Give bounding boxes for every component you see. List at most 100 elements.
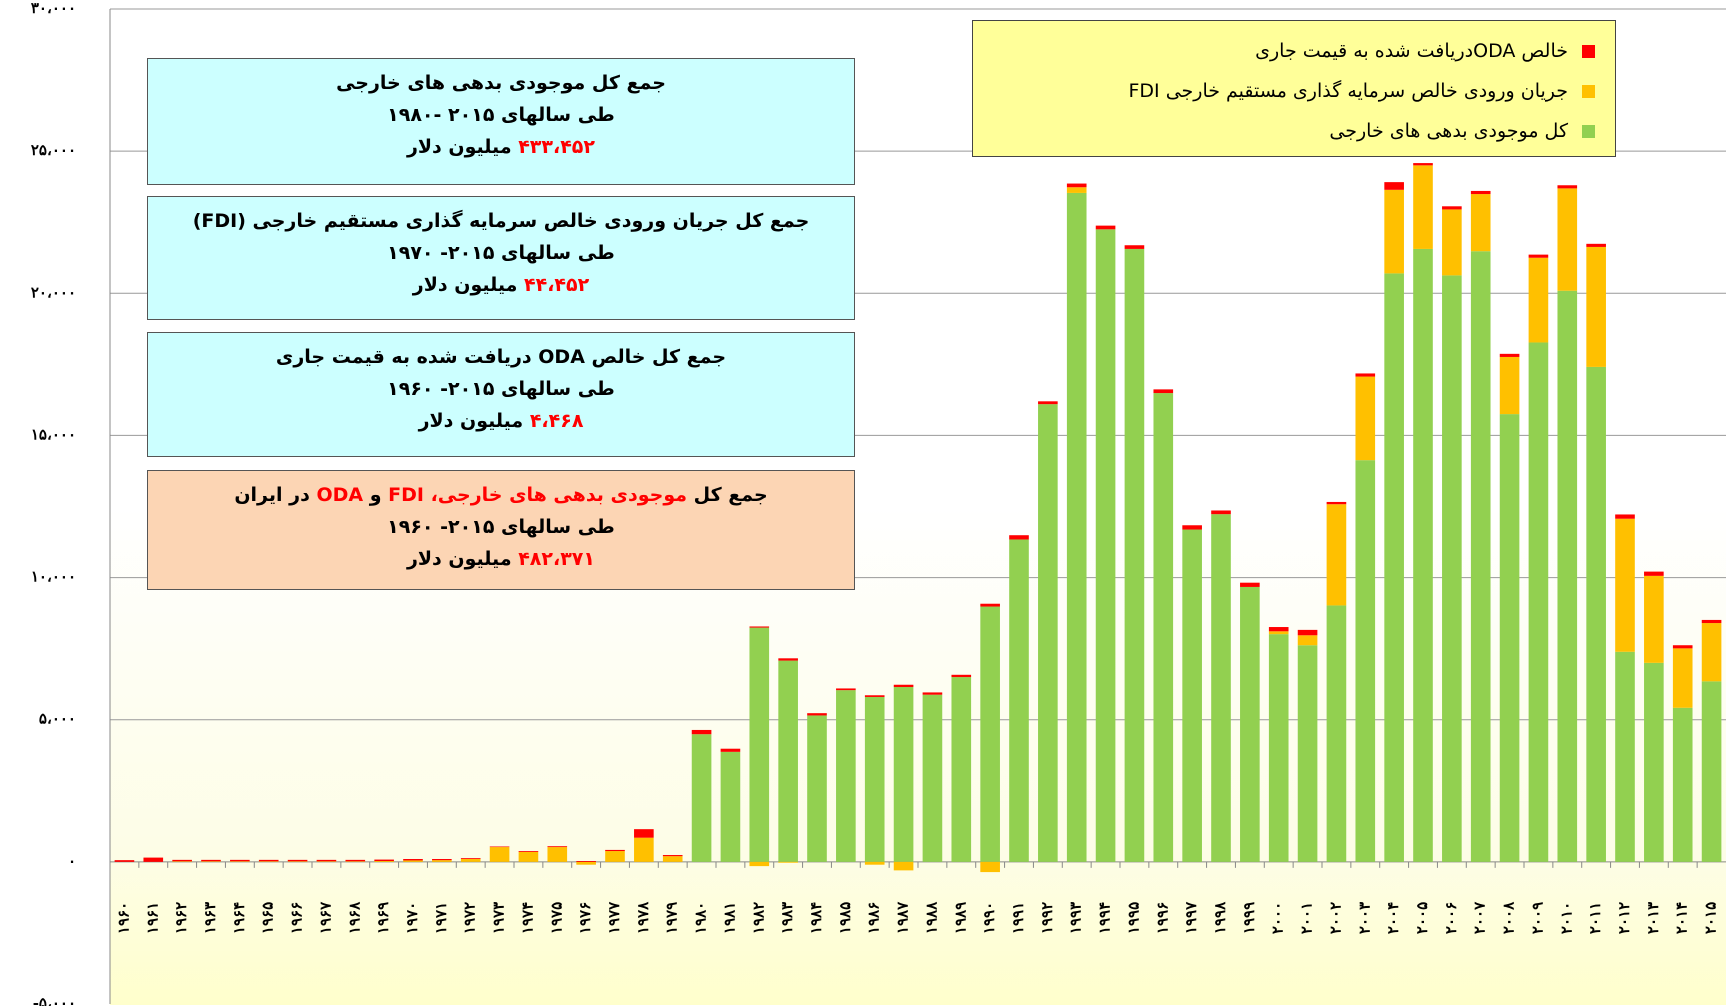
bar-segment <box>1355 373 1376 377</box>
bar-segment <box>287 859 308 862</box>
bar-segment <box>172 859 192 862</box>
bar-segment <box>749 627 770 862</box>
bar-segment <box>836 690 856 862</box>
bar-segment <box>432 860 452 862</box>
bar-segment <box>720 748 741 752</box>
bar-segment <box>1442 206 1462 210</box>
bar-segment <box>1384 182 1404 190</box>
x-tick-label: ۲۰۱۱ <box>1586 902 1604 934</box>
x-tick-label: ۱۹۶۷ <box>316 901 334 934</box>
bar-segment <box>1586 243 1606 247</box>
text-line: جمع کل موجودی بدهی های خارجی، FDI و ODA … <box>148 479 854 511</box>
bar-segment <box>1644 662 1664 862</box>
x-tick-label: ۱۹۷۰ <box>403 902 421 934</box>
bar-segment <box>1095 225 1116 230</box>
x-tick-label: ۱۹۸۹ <box>951 902 969 934</box>
bar-segment <box>1355 376 1376 461</box>
bar-segment <box>662 855 683 857</box>
x-tick-label: ۱۹۹۶ <box>1153 902 1171 934</box>
x-tick-label: ۱۹۶۱ <box>143 902 161 934</box>
bar-segment <box>1528 342 1549 862</box>
bar-segment <box>1268 627 1289 632</box>
bar-segment <box>605 851 625 862</box>
x-tick-label: ۱۹۷۲ <box>461 902 479 934</box>
x-tick-label: ۱۹۹۲ <box>1038 902 1056 934</box>
bar-segment <box>403 860 423 862</box>
bar-segment <box>1066 183 1087 188</box>
bar-segment <box>922 692 943 695</box>
bar-segment <box>1557 290 1578 862</box>
bar-segment <box>691 734 712 862</box>
bar-segment <box>778 861 798 863</box>
text-segment: در ایران <box>234 484 317 506</box>
bar-segment <box>201 861 221 862</box>
bar-segment <box>1413 165 1433 249</box>
bar-segment <box>1701 619 1722 624</box>
text-box: جمع کل موجودی بدهی های خارجی، FDI و ODA … <box>147 470 855 590</box>
bar-segment <box>980 606 1000 862</box>
x-tick-label: ۱۹۶۵ <box>259 902 277 934</box>
bar-segment <box>489 847 510 862</box>
x-tick-label: ۱۹۹۴ <box>1096 902 1114 934</box>
bar-segment <box>518 851 539 852</box>
text-box: جمع کل خالص ODA دریافت شده به قیمت جاری ط… <box>147 332 855 457</box>
bar-segment <box>1240 586 1260 862</box>
y-tick-label: ۱۵،۰۰۰ <box>31 425 76 443</box>
bar-segment <box>1615 514 1635 519</box>
bar-segment <box>201 859 221 862</box>
bar-segment <box>605 849 625 852</box>
bar-segment <box>1268 634 1289 862</box>
y-tick-label: ۵،۰۰۰ <box>39 710 76 728</box>
bar-segment <box>1672 707 1693 862</box>
bar-segment <box>1153 389 1174 394</box>
bar-segment <box>807 713 827 716</box>
bar-segment <box>1528 257 1549 343</box>
bar-segment <box>1153 393 1174 862</box>
x-tick-label: ۱۹۷۵ <box>547 902 565 934</box>
x-tick-label: ۲۰۰۱ <box>1298 902 1316 934</box>
bar-segment <box>778 660 798 862</box>
bar-segment <box>576 861 596 862</box>
bar-segment <box>1038 401 1058 405</box>
x-tick-label: ۱۹۶۰ <box>114 902 132 934</box>
legend-item: کل موجودی بدهی های خارجی <box>973 111 1595 151</box>
bar-segment <box>1470 251 1491 862</box>
x-tick-label: ۱۹۷۴ <box>518 902 536 934</box>
bar-segment <box>1211 514 1231 862</box>
bar-segment <box>1326 504 1347 606</box>
bar-segment <box>1009 539 1029 862</box>
bar-segment <box>345 861 366 862</box>
text-segment: جمع کل جریان ورودی خالص سرمایه گذاری مست… <box>192 210 810 232</box>
legend-item: خالص ODAدریافت شده به قیمت جاری <box>973 31 1595 71</box>
text-segment: طی سالهای ۲۰۱۵- ۱۹۶۰ <box>387 516 615 538</box>
bar-segment <box>1095 229 1116 862</box>
text-line: ۴۸۲،۳۷۱ میلیون دلار <box>148 543 854 575</box>
bar-segment <box>1644 575 1664 663</box>
text-segment: ۴۳۳،۴۵۲ <box>518 136 596 158</box>
bar-segment <box>1268 631 1289 635</box>
y-tick-label: ۲۰،۰۰۰ <box>31 283 76 301</box>
bar-segment <box>1644 571 1664 576</box>
bar-segment <box>893 684 914 688</box>
x-tick-label: ۱۹۸۵ <box>836 902 854 934</box>
bar-segment <box>1297 635 1318 646</box>
bar-segment <box>547 847 568 862</box>
x-tick-label: ۱۹۶۹ <box>374 902 392 934</box>
text-line: طی سالهای ۲۰۱۵ -۱۹۸۰ <box>148 99 854 131</box>
text-line: طی سالهای ۲۰۱۵- ۱۹۶۰ <box>148 511 854 543</box>
x-tick-label: ۱۹۶۴ <box>230 902 248 934</box>
bar-segment <box>951 677 972 862</box>
bar-segment <box>1384 189 1404 274</box>
legend: خالص ODAدریافت شده به قیمت جاری جریان ورو… <box>972 20 1616 157</box>
bar-segment <box>1124 248 1145 862</box>
bar-segment <box>1355 460 1376 862</box>
bar-segment <box>1615 518 1635 652</box>
bar-segment <box>836 688 856 691</box>
text-segment: ۴۸۲،۳۷۱ <box>518 548 596 570</box>
text-segment: جمع کل خالص ODA دریافت شده به قیمت جاری <box>275 346 727 368</box>
x-tick-label: ۲۰۰۷ <box>1471 901 1489 934</box>
x-tick-label: ۱۹۹۰ <box>980 902 998 934</box>
x-tick-label: ۱۹۶۲ <box>172 902 190 934</box>
